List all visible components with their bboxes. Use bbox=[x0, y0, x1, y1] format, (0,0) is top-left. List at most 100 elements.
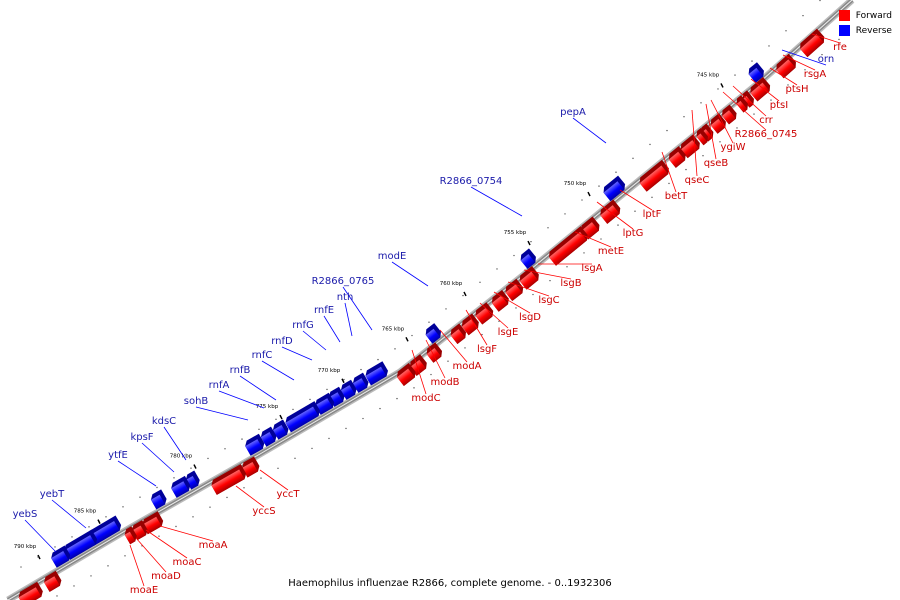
forward-gene-feature bbox=[397, 363, 416, 386]
reverse-gene-feature bbox=[51, 545, 71, 568]
gene-labels: rfe rsgA ptsH ptsI crr R2866_0745 ygiW qseB qseC… bbox=[13, 33, 847, 596]
forward-swatch bbox=[838, 10, 850, 21]
minor-tick-dot bbox=[394, 348, 396, 350]
minor-tick-dot bbox=[566, 266, 568, 268]
forward-gene-feature bbox=[44, 570, 62, 592]
leader-line bbox=[507, 281, 550, 297]
minor-tick-dot bbox=[479, 281, 481, 283]
reverse-gene-feature-body bbox=[260, 432, 276, 447]
leader-line bbox=[141, 442, 175, 473]
minor-tick-dot bbox=[362, 417, 364, 420]
reverse-gene-feature-body bbox=[150, 494, 166, 510]
forward-gene-feature bbox=[800, 28, 825, 58]
reverse-gene-feature bbox=[64, 529, 98, 560]
minor-tick-dot bbox=[751, 60, 753, 62]
tick-label-765-kbp: 765 kbp bbox=[382, 326, 405, 332]
leader-line bbox=[705, 103, 717, 160]
tick-mark bbox=[405, 336, 409, 342]
minor-tick-dot bbox=[428, 321, 430, 323]
forward-gene-feature-body bbox=[668, 151, 686, 168]
minor-tick-dot bbox=[785, 30, 787, 32]
minor-tick-dot bbox=[175, 525, 177, 528]
label-rnfB: rnfB bbox=[230, 365, 251, 376]
minor-tick-dot bbox=[770, 99, 772, 101]
minor-tick-dot bbox=[90, 575, 92, 577]
forward-gene-feature-body bbox=[800, 34, 824, 58]
minor-tick-dot bbox=[260, 477, 262, 479]
label-betT: betT bbox=[665, 191, 688, 202]
minor-tick-dot bbox=[736, 127, 738, 129]
leader-line bbox=[259, 469, 289, 491]
reverse-gene-feature-body bbox=[748, 67, 764, 83]
leader-line bbox=[135, 537, 167, 573]
leader-line bbox=[661, 151, 677, 193]
minor-tick-dot bbox=[583, 252, 585, 254]
forward-gene-feature-body bbox=[44, 576, 60, 592]
minor-tick-dot bbox=[71, 536, 73, 538]
label-yccT: yccT bbox=[276, 489, 300, 500]
leader-line bbox=[239, 375, 277, 401]
tick-mark bbox=[37, 554, 41, 560]
label-ytfE: ytfE bbox=[108, 450, 128, 461]
label-lptF: lptF bbox=[643, 209, 662, 220]
label-rnfE: rnfE bbox=[314, 305, 334, 316]
label-moaC: moaC bbox=[173, 557, 202, 568]
minor-tick-dot bbox=[156, 486, 158, 489]
reverse-gene-feature-body bbox=[340, 385, 356, 400]
reverse-gene-feature bbox=[272, 419, 289, 440]
label-modC: modC bbox=[411, 393, 440, 404]
forward-gene-feature bbox=[696, 127, 708, 146]
forward-gene-feature bbox=[475, 302, 494, 325]
minor-tick-dot bbox=[88, 526, 90, 528]
label-qseB: qseB bbox=[704, 158, 729, 169]
forward-gene-feature bbox=[242, 456, 260, 478]
leader-line bbox=[261, 360, 295, 381]
minor-tick-dot bbox=[532, 293, 534, 296]
leader-line bbox=[235, 485, 265, 508]
strand-legend: Forward Reverse bbox=[838, 8, 892, 38]
leader-line bbox=[145, 529, 188, 559]
reverse-swatch bbox=[838, 25, 850, 36]
minor-tick-dot bbox=[549, 279, 551, 282]
tick-mark bbox=[720, 83, 724, 88]
reverse-gene-feature bbox=[520, 248, 536, 269]
minor-tick-dot bbox=[20, 566, 22, 568]
forward-gene-feature bbox=[491, 290, 509, 312]
reverse-gene-feature-body bbox=[365, 366, 387, 386]
label-yebS: yebS bbox=[13, 509, 38, 520]
minor-tick-dot bbox=[530, 240, 532, 243]
minor-tick-dot bbox=[377, 358, 379, 361]
leader-line bbox=[344, 302, 353, 337]
leader-line bbox=[195, 406, 249, 421]
minor-tick-dot bbox=[513, 254, 515, 257]
label-moaD: moaD bbox=[151, 571, 181, 582]
label-modB: modB bbox=[430, 377, 459, 388]
label-ptsI: ptsI bbox=[770, 100, 788, 111]
label-rnfA: rnfA bbox=[209, 380, 230, 391]
leader-line bbox=[596, 201, 634, 230]
leader-line bbox=[439, 329, 468, 363]
label-lsgF: lsgF bbox=[477, 344, 497, 355]
leader-line bbox=[281, 346, 313, 361]
leader-line bbox=[159, 525, 214, 542]
label-orn: orn bbox=[818, 54, 834, 65]
minor-tick-dot bbox=[311, 447, 313, 450]
leader-line bbox=[117, 460, 157, 487]
minor-tick-dot bbox=[668, 182, 670, 185]
legend-reverse-label: Reverse bbox=[855, 25, 892, 36]
minor-tick-dot bbox=[719, 141, 721, 143]
minor-tick-dot bbox=[411, 334, 413, 337]
forward-gene-feature-body bbox=[696, 133, 708, 146]
leader-line bbox=[619, 189, 653, 211]
label-kpsF: kpsF bbox=[130, 432, 153, 443]
label-ptsH: ptsH bbox=[786, 84, 809, 95]
reverse-gene-feature-body bbox=[285, 406, 319, 433]
minor-tick-dot bbox=[702, 155, 704, 157]
forward-gene-feature-body bbox=[124, 531, 136, 545]
minor-tick-dot bbox=[649, 143, 651, 146]
forward-gene-feature-body bbox=[549, 231, 587, 266]
forward-gene-feature-body bbox=[519, 271, 539, 290]
leader-line bbox=[781, 49, 827, 66]
label-rnfD: rnfD bbox=[271, 336, 293, 347]
